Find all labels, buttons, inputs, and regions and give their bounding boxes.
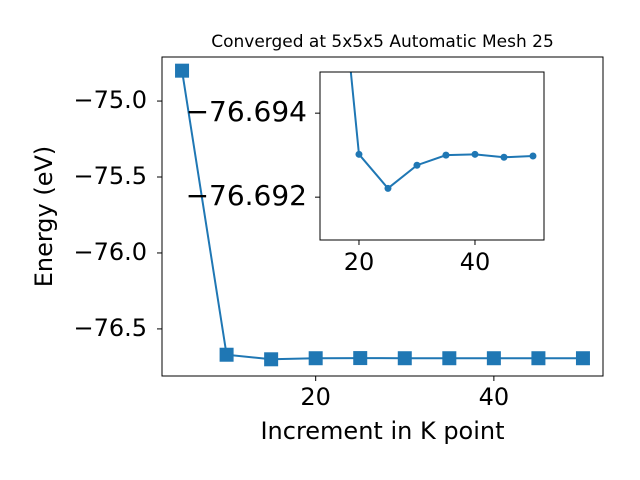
- plot-content: [349, 72, 537, 192]
- marker: [531, 351, 546, 366]
- y-tick-label: −75.0: [73, 86, 147, 114]
- marker: [397, 351, 412, 366]
- marker: [175, 63, 190, 78]
- y-tick-label: −76.694: [186, 95, 307, 128]
- axes-frame: [319, 71, 545, 241]
- x-tick-label: 40: [479, 383, 510, 411]
- marker: [355, 150, 363, 158]
- marker: [353, 351, 368, 366]
- axes-frame: [161, 56, 604, 377]
- x-tick-label: 40: [460, 248, 491, 276]
- line: [181, 70, 583, 361]
- marker: [413, 161, 421, 169]
- x-axis-label: Increment in K point: [260, 417, 504, 445]
- chart-title: Converged at 5x5x5 Automatic Mesh 25: [211, 32, 554, 52]
- x-tick-label: 20: [344, 248, 375, 276]
- marker: [308, 351, 323, 366]
- marker: [486, 351, 501, 366]
- y-tick-label: −75.5: [73, 162, 147, 190]
- y-tick-label: −76.0: [73, 238, 147, 266]
- line: [349, 72, 534, 190]
- marker: [219, 347, 234, 362]
- y-axis-label: Energy (eV): [30, 146, 58, 288]
- x-tick-label: 20: [300, 383, 331, 411]
- y-tick-label: −76.5: [73, 314, 147, 342]
- plot-content: [175, 63, 590, 367]
- marker: [442, 151, 450, 159]
- marker: [384, 184, 392, 192]
- marker: [529, 152, 537, 160]
- marker: [471, 150, 479, 158]
- y-tick-label: −76.692: [186, 179, 307, 212]
- marker: [442, 351, 457, 366]
- marker: [500, 153, 508, 161]
- marker: [575, 351, 590, 366]
- marker: [264, 352, 279, 367]
